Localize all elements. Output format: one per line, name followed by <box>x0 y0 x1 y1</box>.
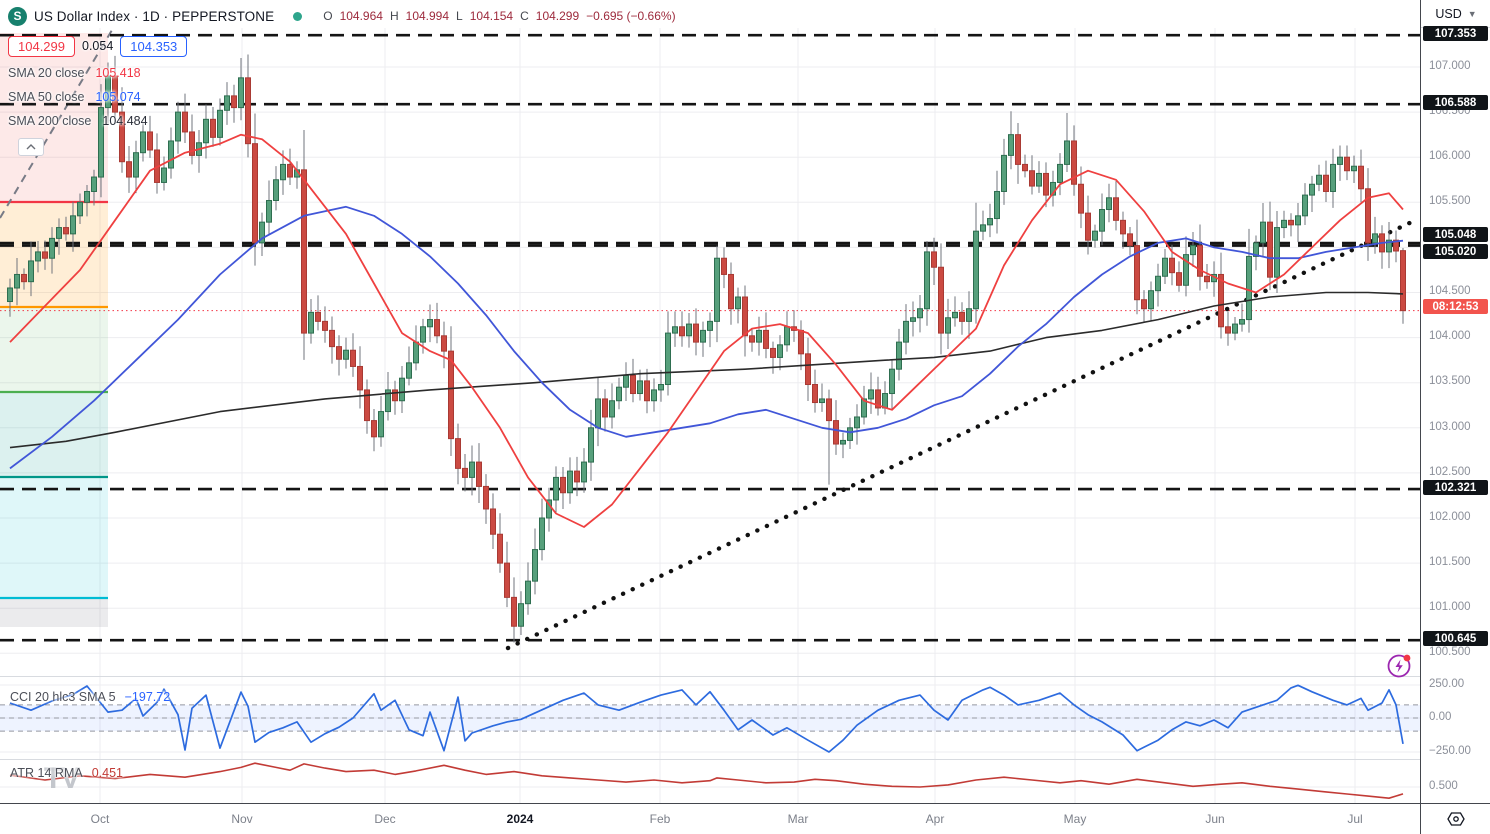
spread-value: 0.054 <box>82 39 114 53</box>
market-status-icon[interactable] <box>293 11 303 21</box>
time-axis-label: Feb <box>649 812 671 826</box>
price-tick-label: 101.000 <box>1429 601 1471 613</box>
time-axis-label: Oct <box>90 812 110 826</box>
cci-tick-label: 0.00 <box>1429 711 1452 723</box>
price-tick-label: 102.000 <box>1429 511 1471 523</box>
chart-legend: S US Dollar Index · 1D · PEPPERSTONE O 10… <box>8 6 676 156</box>
price-tick-label: 101.500 <box>1429 556 1471 568</box>
time-axis-label: Dec <box>374 812 396 826</box>
sma20-value: 105.418 <box>95 65 141 80</box>
symbol-title[interactable]: US Dollar Index · 1D · PEPPERSTONE <box>34 8 275 24</box>
legend-collapse-button[interactable] <box>18 138 44 156</box>
time-axis-label: Jun <box>1205 812 1225 826</box>
time-axis[interactable]: Oct Nov Dec 2024 Feb Mar Apr May Jun Jul <box>0 803 1490 834</box>
atr-label: ATR 14 RMA <box>10 766 83 780</box>
sma200-label: SMA 200 close <box>8 113 92 128</box>
price-level-badge: 105.048 <box>1423 227 1488 242</box>
time-axis-label: Apr <box>925 812 945 826</box>
change-value: −0.695 (−0.66%) <box>586 9 676 23</box>
indicator-row-sma20[interactable]: SMA 20 close 105.418 <box>8 64 676 81</box>
atr-legend[interactable]: ATR 14 RMA 0.451 <box>10 766 123 780</box>
time-axis-label: Mar <box>787 812 809 826</box>
sma200-value: 104.484 <box>102 113 148 128</box>
low-label: L <box>456 9 463 23</box>
price-tick-label: 104.500 <box>1429 285 1471 297</box>
currency-dropdown[interactable]: USD ▼ <box>1421 0 1490 28</box>
price-level-badge: 105.020 <box>1423 244 1488 259</box>
timezone-settings-button[interactable] <box>1420 804 1490 834</box>
bar-countdown-badge: 08:12:53 <box>1423 299 1488 314</box>
price-level-badge: 107.353 <box>1423 26 1488 41</box>
cci-tick-label: −250.00 <box>1429 745 1471 757</box>
ask-price-button[interactable]: 104.353 <box>120 35 188 57</box>
currency-label: USD <box>1435 6 1462 21</box>
chevron-down-icon: ▼ <box>1467 8 1477 19</box>
low-value: 104.154 <box>469 9 514 23</box>
price-tick-label: 100.500 <box>1429 646 1471 658</box>
price-tick-label: 104.000 <box>1429 330 1471 342</box>
cci-tick-label: 250.00 <box>1429 678 1465 690</box>
candlestick-series <box>7 54 1406 643</box>
chevron-up-icon <box>26 144 36 150</box>
sma50-value: 105.074 <box>95 89 141 104</box>
high-label: H <box>389 9 399 23</box>
cci-label: CCI 20 hlc3 SMA 5 <box>10 690 116 704</box>
time-axis-label: Nov <box>231 812 253 826</box>
open-label: O <box>323 9 333 23</box>
cci-legend[interactable]: CCI 20 hlc3 SMA 5 −197.72 <box>10 690 170 704</box>
close-label: C <box>520 9 529 23</box>
price-tick-label: 102.500 <box>1429 466 1471 478</box>
price-axis[interactable]: USD ▼ 107.000 106.500 106.000 105.500 104.50… <box>1420 0 1490 803</box>
price-tick-label: 107.000 <box>1429 60 1471 72</box>
price-tick-label: 105.500 <box>1429 195 1471 207</box>
open-value: 104.964 <box>339 9 383 23</box>
ohlc-values: O 104.964 H 104.994 L 104.154 C 104.299 −0.6… <box>323 9 675 23</box>
symbol-logo-icon: S <box>8 6 27 26</box>
close-value: 104.299 <box>535 9 580 23</box>
price-tick-label: 106.000 <box>1429 150 1471 162</box>
bid-price-button[interactable]: 104.299 <box>8 35 75 57</box>
price-tick-label: 103.500 <box>1429 375 1471 387</box>
atr-value: 0.451 <box>91 766 123 780</box>
indicator-row-sma50[interactable]: SMA 50 close 105.074 <box>8 88 676 105</box>
price-tick-label: 103.000 <box>1429 421 1471 433</box>
price-level-badge: 100.645 <box>1423 631 1488 646</box>
time-axis-label: May <box>1063 812 1087 826</box>
tradingview-logo[interactable]: TV <box>44 762 80 795</box>
lightning-alert-icon[interactable] <box>1387 654 1411 678</box>
high-value: 104.994 <box>405 9 450 23</box>
indicator-row-sma200[interactable]: SMA 200 close 104.484 <box>8 112 676 129</box>
atr-tick-label: 0.500 <box>1429 780 1458 792</box>
price-level-badge: 106.588 <box>1423 95 1488 110</box>
cci-value: −197.72 <box>124 690 171 704</box>
time-axis-label: 2024 <box>506 812 534 826</box>
price-level-badge: 102.321 <box>1423 480 1488 495</box>
time-axis-label: Jul <box>1347 812 1363 826</box>
hexagon-eye-icon <box>1447 812 1465 826</box>
chart-canvas[interactable] <box>0 0 1420 834</box>
sma50-label: SMA 50 close <box>8 89 85 104</box>
sma20-label: SMA 20 close <box>8 65 85 80</box>
